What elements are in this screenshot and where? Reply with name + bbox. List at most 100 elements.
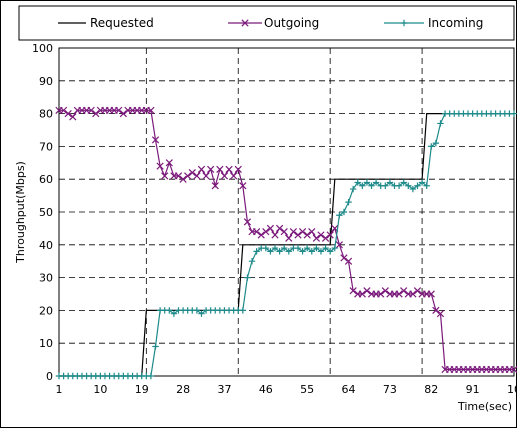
plus-marker <box>308 248 315 255</box>
x-marker <box>184 172 192 180</box>
x-marker <box>285 234 293 242</box>
x-marker <box>400 287 408 295</box>
plus-marker <box>336 212 343 219</box>
legend: Requested Outgoing Incoming <box>18 5 515 41</box>
plus-marker <box>253 248 260 255</box>
plus-marker <box>423 182 430 189</box>
series-outgoing <box>55 106 517 374</box>
x-marker <box>280 228 288 236</box>
x-marker <box>266 224 275 233</box>
y-tick-label: 0 <box>46 370 53 383</box>
plus-marker <box>317 248 325 255</box>
plus-marker <box>372 179 380 186</box>
x-marker <box>225 165 233 173</box>
x-tick-label: 19 <box>135 383 149 396</box>
x-marker <box>92 109 100 118</box>
legend-box <box>18 5 515 41</box>
x-tick-label: 46 <box>259 383 273 396</box>
x-tick-label: 10 <box>93 383 107 396</box>
plus-marker <box>437 120 444 127</box>
plus-marker <box>170 310 178 317</box>
plus-marker <box>395 182 403 189</box>
x-marker <box>156 162 164 170</box>
x-marker <box>151 136 160 144</box>
legend-label-requested: Requested <box>90 16 154 30</box>
x-axis-title: Time(sec) <box>457 400 512 413</box>
x-marker <box>147 106 155 114</box>
plus-marker <box>428 143 435 150</box>
x-marker <box>174 172 183 180</box>
x-marker <box>303 231 311 239</box>
plus-marker <box>400 179 407 186</box>
x-marker <box>197 165 206 173</box>
x-marker <box>220 172 229 180</box>
x-marker <box>409 290 417 298</box>
y-tick-label: 30 <box>39 272 53 285</box>
x-marker <box>257 231 265 239</box>
x-tick-label: 91 <box>466 383 480 396</box>
plus-marker <box>294 244 302 252</box>
y-tick-label: 80 <box>39 108 53 121</box>
x-marker <box>358 290 366 298</box>
x-tick-label: 28 <box>176 383 190 396</box>
plus-marker <box>198 310 205 317</box>
plus-marker <box>248 258 256 265</box>
x-marker <box>271 231 279 239</box>
plus-marker <box>414 182 421 189</box>
plus-marker <box>510 110 517 117</box>
x-marker <box>363 287 371 295</box>
x-marker <box>312 234 320 242</box>
x-marker <box>275 224 284 233</box>
x-marker <box>207 165 215 173</box>
plus-marker <box>267 248 274 255</box>
x-marker <box>69 113 77 121</box>
x-marker <box>298 228 307 236</box>
x-marker <box>308 228 316 236</box>
x-marker <box>262 228 270 236</box>
plus-marker <box>313 244 320 252</box>
x-marker <box>317 231 325 239</box>
plus-marker <box>368 182 375 189</box>
legend-label-outgoing: Outgoing <box>264 16 319 30</box>
plus-marker <box>239 307 247 314</box>
x-marker <box>161 172 169 180</box>
x-marker <box>381 287 389 295</box>
plus-marker <box>354 179 361 186</box>
x-tick-label: 10 <box>507 383 517 396</box>
x-marker <box>230 172 238 180</box>
y-tick-label: 40 <box>39 239 53 252</box>
plus-marker <box>331 244 338 252</box>
x-marker <box>211 182 219 190</box>
x-tick-label: 37 <box>217 383 231 396</box>
plus-marker <box>405 182 412 189</box>
plus-marker <box>363 179 371 186</box>
x-marker <box>193 172 201 180</box>
x-tick-label: 73 <box>383 383 397 396</box>
x-marker <box>188 169 196 177</box>
x-marker <box>64 109 72 118</box>
x-marker <box>436 310 445 318</box>
x-marker <box>234 165 242 173</box>
legend-label-incoming: Incoming <box>428 16 483 30</box>
x-marker <box>344 257 353 265</box>
plus-marker <box>326 248 334 255</box>
x-marker <box>59 106 68 114</box>
plus-marker <box>322 244 329 252</box>
x-marker <box>165 159 173 167</box>
plus-marker <box>432 139 440 147</box>
x-marker <box>294 231 302 239</box>
plus-marker <box>193 307 201 314</box>
x-marker <box>321 234 330 242</box>
x-tick-label: 55 <box>300 383 314 396</box>
x-marker <box>289 228 298 236</box>
y-tick-label: 60 <box>39 173 53 186</box>
x-marker <box>216 165 224 173</box>
plus-marker <box>147 372 155 380</box>
plus-marker <box>262 244 270 252</box>
x-tick-label: 1 <box>56 383 63 396</box>
series-incoming <box>55 110 517 380</box>
x-marker <box>413 287 422 295</box>
x-marker <box>395 290 403 298</box>
